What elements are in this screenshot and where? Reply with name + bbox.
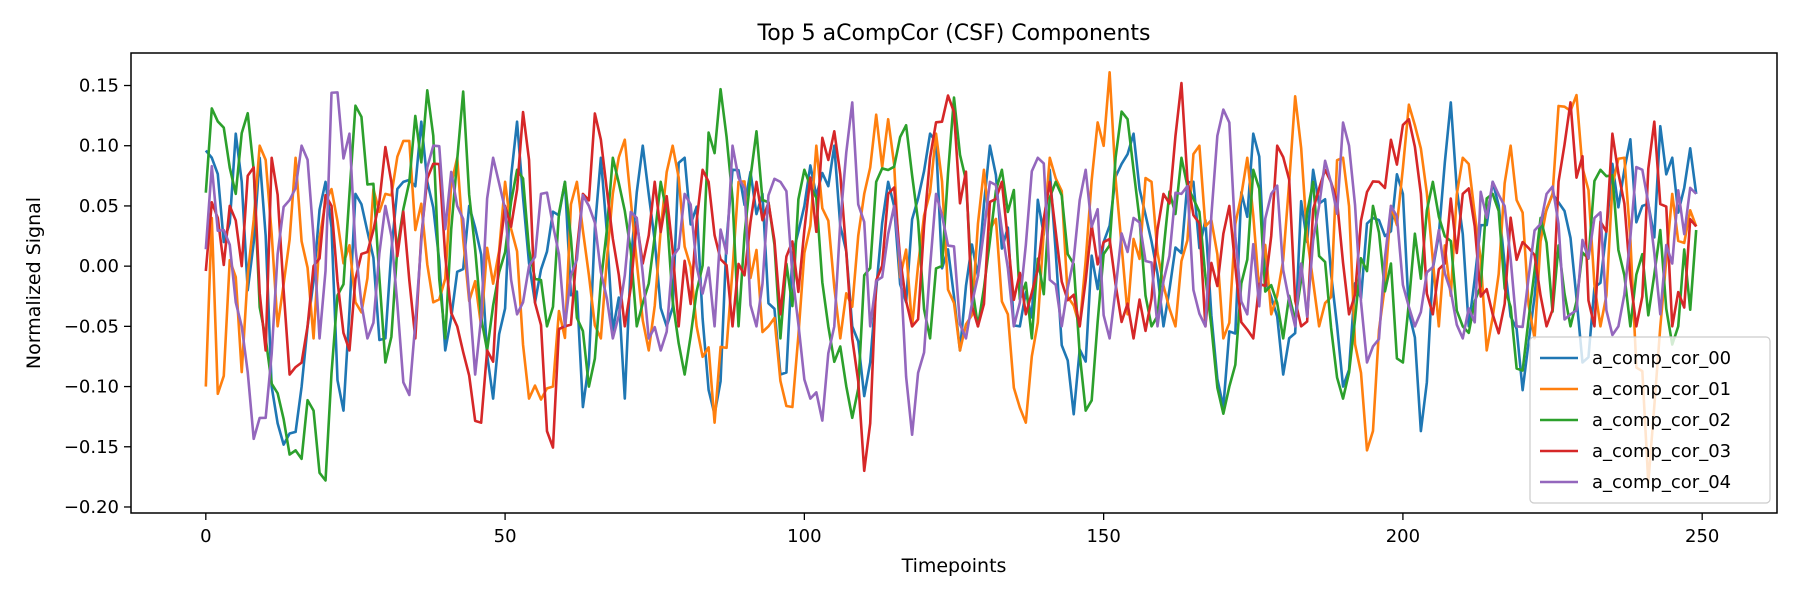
legend-box xyxy=(1529,336,1771,504)
y-tick-label: −0.05 xyxy=(64,316,119,337)
x-axis: 0 50 100 150 200 250 xyxy=(200,513,1719,547)
legend-label: a_comp_cor_02 xyxy=(1592,410,1731,431)
legend-label: a_comp_cor_03 xyxy=(1592,441,1731,462)
y-axis-label: Normalized Signal xyxy=(23,197,45,369)
series-line-a-comp-cor-03 xyxy=(204,81,1698,473)
legend: a_comp_cor_00 a_comp_cor_01 a_comp_cor_02a… xyxy=(1529,336,1771,504)
plot-area xyxy=(130,52,1778,514)
legend-label: a_comp_cor_04 xyxy=(1592,472,1731,493)
x-tick-label: 100 xyxy=(787,526,821,547)
y-tick-label: −0.10 xyxy=(64,377,119,398)
x-axis-label: Timepoints xyxy=(901,555,1007,577)
series-layer xyxy=(204,70,1698,485)
series-line-a-comp-cor-00 xyxy=(204,101,1698,446)
legend-label: a_comp_cor_00 xyxy=(1592,348,1731,369)
y-tick-label: 0.00 xyxy=(79,256,119,277)
y-tick-label: 0.15 xyxy=(79,76,119,97)
y-tick-label: 0.05 xyxy=(79,196,119,217)
x-tick-label: 0 xyxy=(200,526,211,547)
plot-frame xyxy=(130,52,1778,514)
y-axis: −0.20 −0.15 −0.10 −0.05 0.00 0.05 0.10 0.15 xyxy=(64,76,131,518)
chart-title: Top 5 aCompCor (CSF) Components xyxy=(757,21,1151,46)
series-line-a-comp-cor-01 xyxy=(204,70,1698,485)
x-tick-label: 150 xyxy=(1086,526,1120,547)
x-tick-label: 200 xyxy=(1386,526,1420,547)
series-line-a-comp-cor-04 xyxy=(204,91,1698,441)
legend-label: a_comp_cor_01 xyxy=(1592,379,1731,400)
y-tick-label: −0.15 xyxy=(64,437,119,458)
x-tick-label: 50 xyxy=(494,526,517,547)
y-tick-label: −0.20 xyxy=(64,497,119,518)
x-tick-label: 250 xyxy=(1685,526,1719,547)
y-tick-label: 0.10 xyxy=(79,136,119,157)
